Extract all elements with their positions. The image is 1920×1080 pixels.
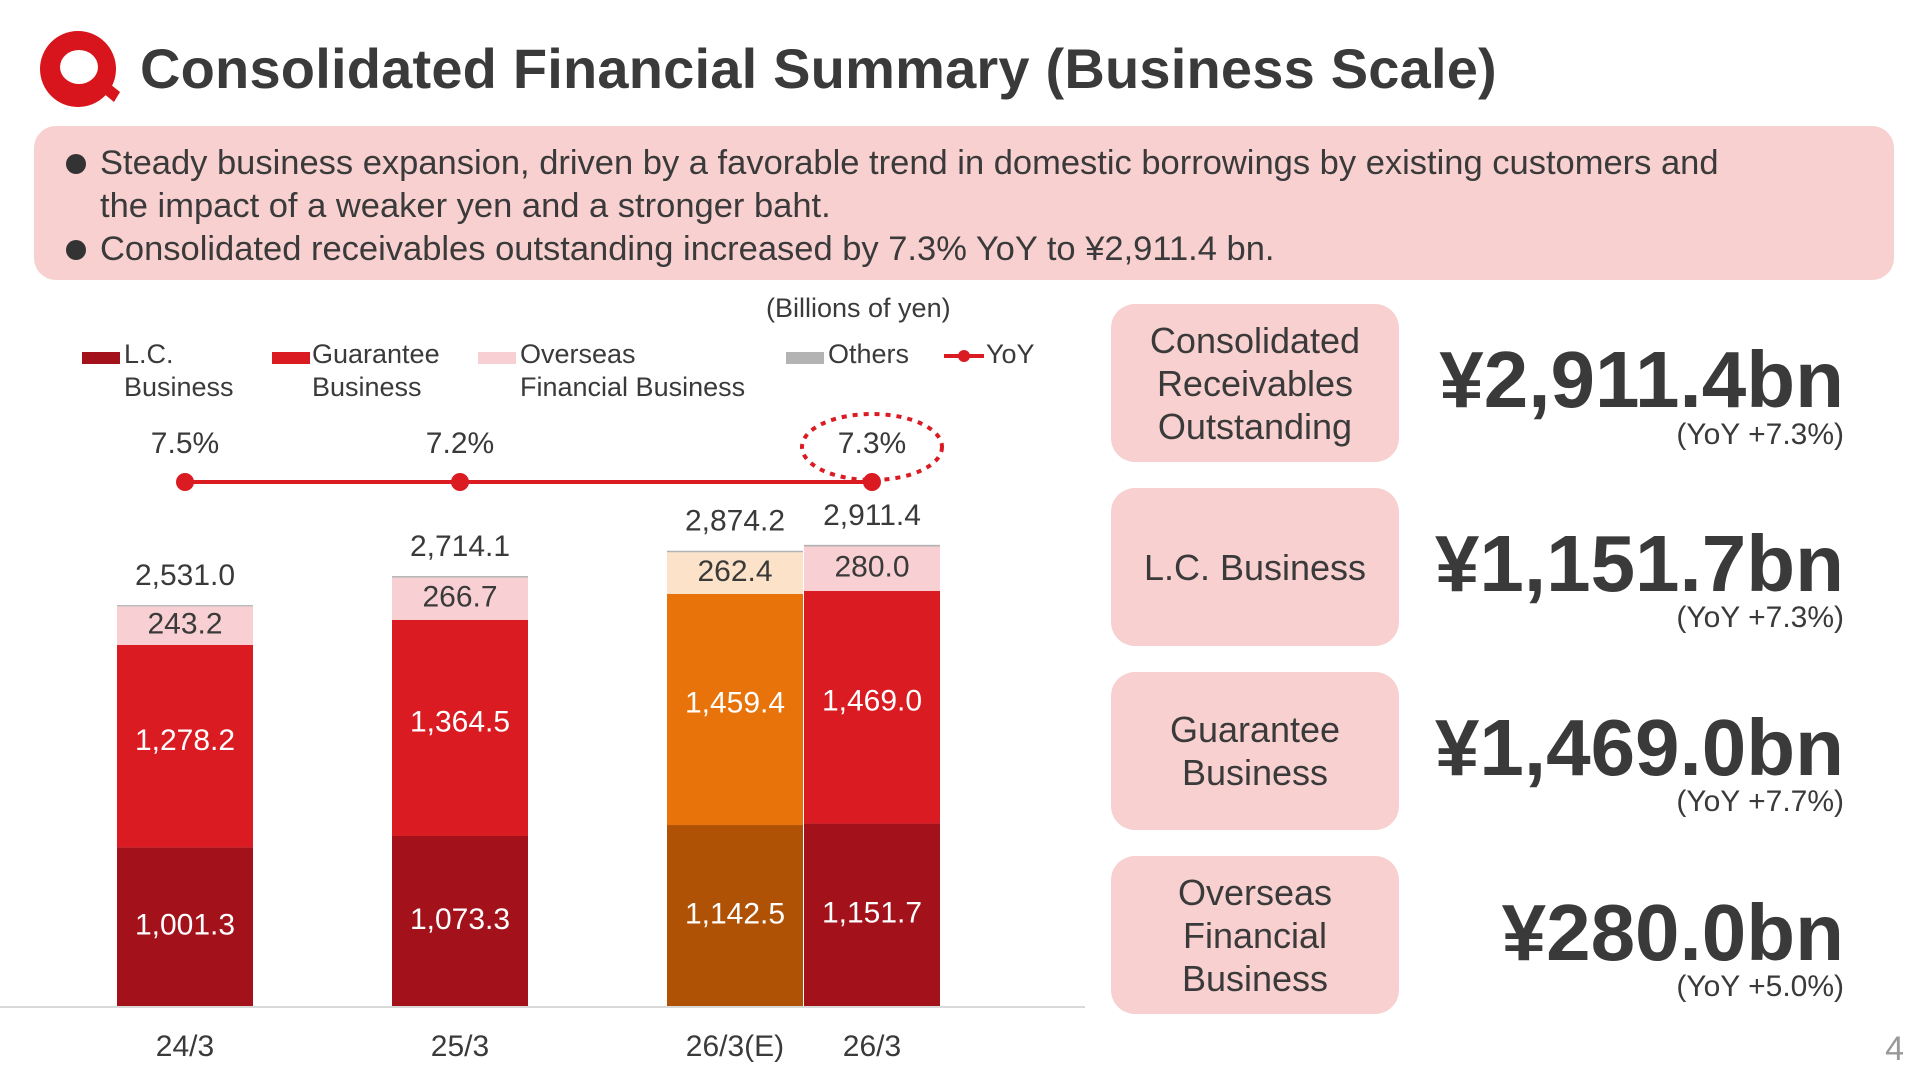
- yoy-label-263: 7.3%: [838, 427, 906, 460]
- data-label-overseas-243: 243.2: [147, 608, 222, 641]
- kpi-yoy-receivables: (YoY +7.3%): [1676, 418, 1844, 451]
- data-label-lc-243: 1,001.3: [135, 909, 235, 942]
- data-label-guarantee-253: 1,364.5: [410, 706, 510, 739]
- legend-swatch-guarantee: [272, 352, 310, 364]
- bar-lc-263E: [667, 825, 803, 1006]
- data-label-overseas-253: 266.7: [422, 581, 497, 614]
- bar-others-253: [392, 576, 528, 578]
- data-label-guarantee-263E: 1,459.4: [685, 687, 785, 720]
- summary-box: Steady business expansion, driven by a f…: [34, 126, 1894, 280]
- bar-others-243: [117, 605, 253, 607]
- bar-guarantee-263E: [667, 593, 803, 826]
- legend-label-guarantee: Guarantee Business: [312, 339, 440, 402]
- bar-lc-263: [804, 823, 940, 1006]
- legend-swatch-yoy: [944, 350, 984, 362]
- bar-guarantee-253: [392, 619, 528, 836]
- yoy-label-253: 7.2%: [426, 427, 494, 460]
- total-label-263E: 2,874.2: [685, 505, 785, 538]
- bar-others-263: [804, 544, 940, 547]
- data-label-lc-263: 1,151.7: [822, 897, 922, 930]
- page-number: 4: [1885, 1030, 1904, 1068]
- kpi-value-overseas-business: ¥280.0bn: [1501, 888, 1844, 977]
- total-label-263: 2,911.4: [823, 499, 921, 532]
- bar-lc-253: [392, 835, 528, 1006]
- page-title: Consolidated Financial Summary (Business…: [140, 37, 1497, 100]
- legend-label-lc: L.C. Business: [124, 339, 234, 402]
- chart-units-label: (Billions of yen): [766, 293, 951, 323]
- data-label-guarantee-243: 1,278.2: [135, 724, 235, 757]
- summary-bullet-1-line-1: Steady business expansion, driven by a f…: [100, 144, 1719, 182]
- summary-bullet-2-text: Consolidated receivables outstanding inc…: [100, 230, 1275, 268]
- bar-guarantee-243: [117, 644, 253, 848]
- legend-swatch-lc: [82, 352, 120, 364]
- kpi-value-guarantee-business: ¥1,469.0bn: [1434, 703, 1844, 792]
- x-tick-label-263E: 26/3(E): [686, 1030, 784, 1063]
- yoy-point-253: [451, 473, 469, 491]
- yoy-highlight-ring: [800, 412, 944, 482]
- summary-bullet-2: Consolidated receivables outstanding inc…: [66, 228, 1864, 271]
- kpi-label-guarantee-business: Guarantee Business: [1111, 672, 1399, 830]
- yoy-label-243: 7.5%: [151, 427, 219, 460]
- data-label-lc-263E: 1,142.5: [685, 897, 785, 930]
- kpi-yoy-guarantee-business: (YoY +7.7%): [1676, 785, 1844, 818]
- brand-logo-icon: [40, 31, 120, 107]
- legend-label-others: Others: [828, 339, 910, 369]
- summary-bullet-1-line-2: the impact of a weaker yen and a stronge…: [100, 187, 831, 225]
- legend-label-yoy: YoY: [986, 339, 1035, 369]
- yoy-point-243: [176, 473, 194, 491]
- kpi-label-overseas-business: Overseas Financial Business: [1111, 856, 1399, 1014]
- kpi-yoy-overseas-business: (YoY +5.0%): [1676, 970, 1844, 1003]
- bullet-dot-icon: [66, 154, 86, 174]
- legend-swatch-others: [786, 352, 824, 364]
- bullet-dot-icon: [66, 240, 86, 260]
- bar-overseas-263E: [667, 552, 803, 594]
- bar-overseas-243: [117, 606, 253, 645]
- x-tick-label-253: 25/3: [431, 1030, 489, 1063]
- data-label-lc-253: 1,073.3: [410, 903, 510, 936]
- kpi-label-receivables: Consolidated Receivables Outstanding: [1111, 304, 1399, 462]
- bar-guarantee-263: [804, 590, 940, 824]
- data-label-overseas-263E: 262.4: [697, 555, 772, 588]
- stacked-bar-chart: 1,001.3 1,278.2 243.2 2,531.0 24/3 1,073.3 1,3…: [0, 412, 1085, 1063]
- x-tick-label-263: 26/3: [843, 1030, 901, 1063]
- kpi-yoy-lc-business: (YoY +7.3%): [1676, 601, 1844, 634]
- data-label-guarantee-263: 1,469.0: [822, 684, 922, 717]
- bar-others-263E: [667, 550, 803, 553]
- bar-lc-243: [117, 847, 253, 1006]
- bar-overseas-263: [804, 546, 940, 591]
- x-tick-label-243: 24/3: [156, 1030, 214, 1063]
- yoy-point-263: [863, 473, 881, 491]
- legend-swatch-overseas: [478, 352, 516, 364]
- legend-label-overseas: Overseas Financial Business: [520, 339, 746, 402]
- kpi-value-lc-business: ¥1,151.7bn: [1434, 519, 1844, 608]
- bar-overseas-253: [392, 577, 528, 620]
- summary-bullet-1: Steady business expansion, driven by a f…: [66, 142, 1864, 228]
- total-label-243: 2,531.0: [135, 559, 235, 592]
- data-label-overseas-263: 280.0: [834, 551, 909, 584]
- kpi-label-lc-business: L.C. Business: [1111, 488, 1399, 646]
- kpi-value-receivables: ¥2,911.4bn: [1439, 335, 1844, 424]
- total-label-253: 2,714.1: [410, 530, 510, 563]
